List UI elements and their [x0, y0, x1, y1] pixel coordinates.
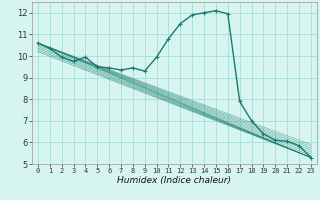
- X-axis label: Humidex (Indice chaleur): Humidex (Indice chaleur): [117, 176, 231, 185]
